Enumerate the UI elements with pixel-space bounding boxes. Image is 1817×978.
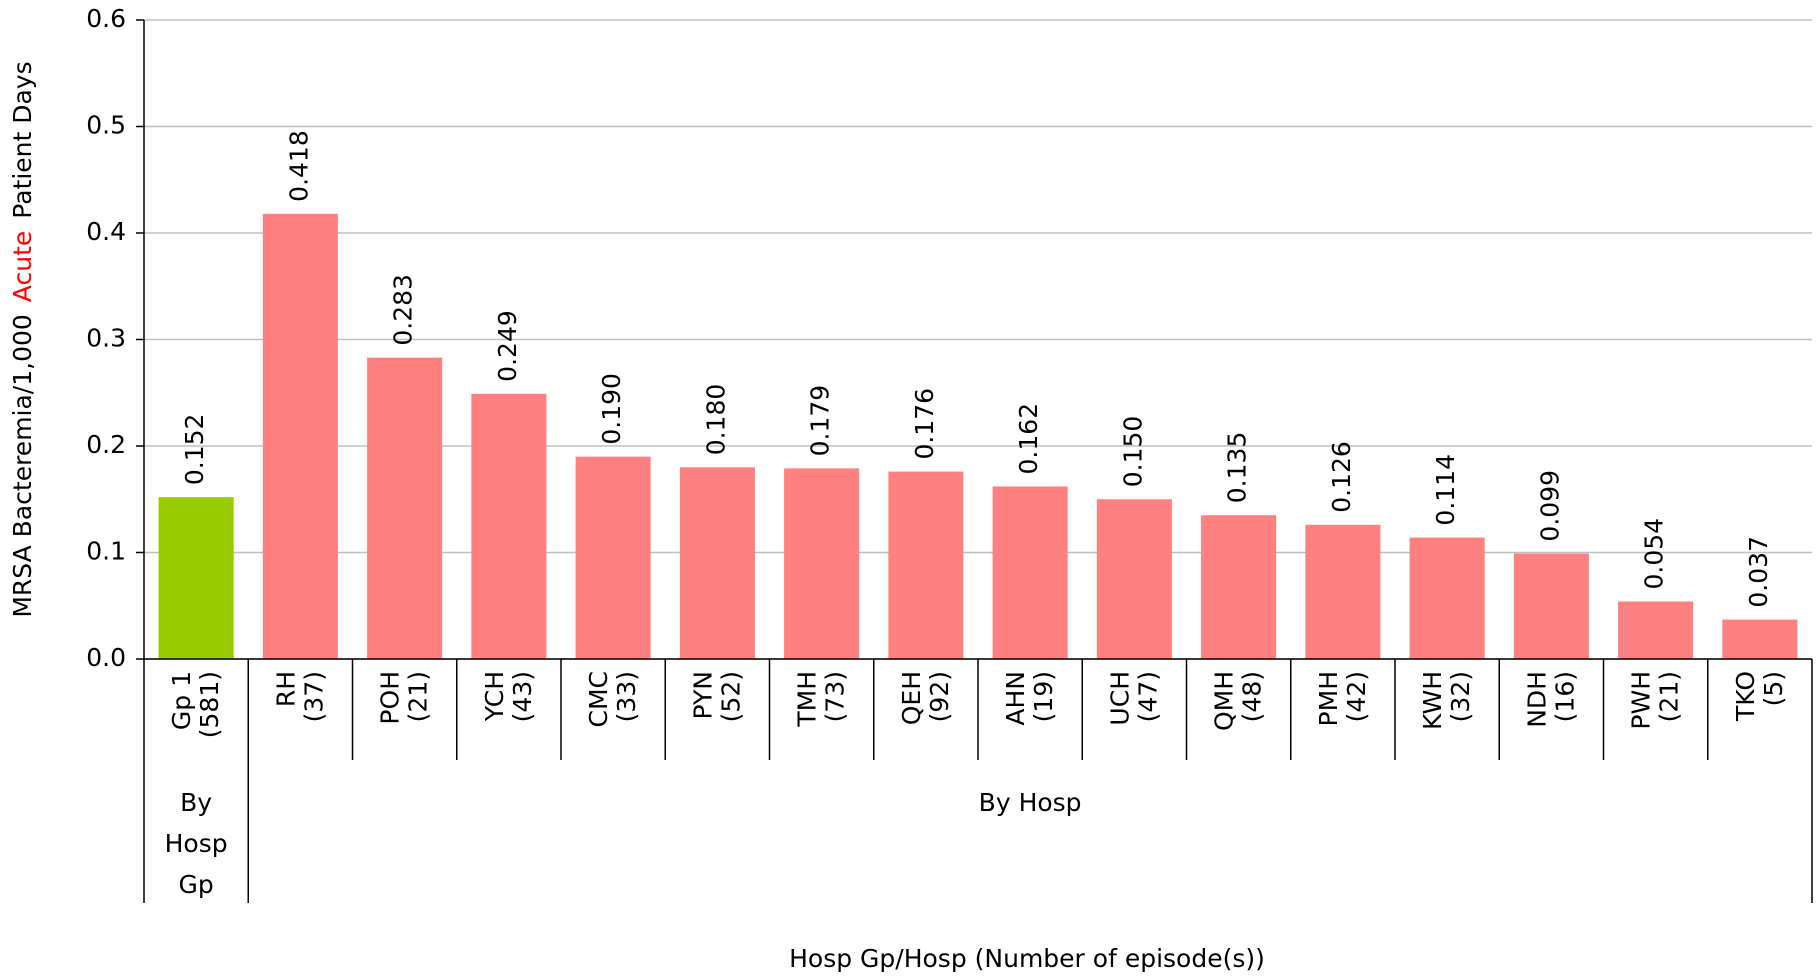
value-label: 0.126	[1327, 441, 1356, 513]
bar	[367, 357, 443, 659]
bar	[1305, 524, 1381, 659]
bar	[888, 471, 964, 659]
x-tick-label: (52)	[716, 671, 745, 722]
x-tick-label: PYN	[688, 671, 717, 720]
x-axis-title: Hosp Gp/Hosp (Number of episode(s))	[789, 944, 1265, 973]
bar	[471, 393, 547, 659]
value-label: 0.037	[1744, 536, 1773, 608]
bar	[992, 486, 1068, 659]
y-axis-title-part: Acute	[8, 231, 37, 302]
bar	[679, 467, 755, 659]
x-tick-label: YCH	[480, 671, 509, 722]
bar	[262, 213, 338, 659]
group-label: Hosp	[165, 829, 228, 858]
bar	[1722, 619, 1798, 659]
value-label: 0.176	[910, 388, 939, 460]
y-tick-label: 0.5	[86, 111, 126, 140]
y-tick-label: 0.2	[86, 430, 126, 459]
bar	[1096, 499, 1172, 659]
x-tick-label: (16)	[1550, 671, 1579, 722]
x-tick-label: POH	[376, 671, 405, 725]
group-label: Gp	[179, 870, 214, 899]
bar	[784, 468, 860, 659]
x-tick-label: PMH	[1314, 671, 1343, 726]
value-label: 0.162	[1014, 403, 1043, 475]
y-axis-title-part: Patient Days	[8, 61, 37, 218]
value-label: 0.152	[180, 414, 209, 486]
x-tick-label: (19)	[1029, 671, 1058, 722]
y-tick-label: 0.0	[86, 643, 126, 672]
bar	[575, 456, 651, 659]
x-tick-label: (32)	[1446, 671, 1475, 722]
x-tick-label: (37)	[299, 671, 328, 722]
x-tick-label: AHN	[1001, 671, 1030, 726]
x-tick-label: Gp 1	[167, 671, 196, 730]
x-tick-label: (5)	[1759, 671, 1788, 706]
group-label: By	[180, 788, 212, 817]
bar	[1513, 553, 1589, 659]
value-label: 0.099	[1535, 470, 1564, 542]
x-tick-label: (92)	[925, 671, 954, 722]
bar	[1618, 601, 1694, 659]
y-axis-title-part: MRSA Bacteremia/1,000	[8, 314, 37, 617]
bar	[1201, 515, 1277, 659]
x-tick-label: KWH	[1418, 671, 1447, 730]
value-label: 0.054	[1640, 518, 1669, 590]
x-tick-label: (48)	[1238, 671, 1267, 722]
value-label: 0.249	[493, 310, 522, 382]
x-tick-label: (42)	[1342, 671, 1371, 722]
x-tick-label: CMC	[584, 671, 613, 727]
y-tick-label: 0.3	[86, 324, 126, 353]
value-label: 0.283	[389, 274, 418, 346]
x-tick-label: (73)	[821, 671, 850, 722]
y-axis-title: MRSA Bacteremia/1,000 Acute Patient Days	[8, 61, 37, 617]
x-tick-label: (21)	[1655, 671, 1684, 722]
value-label: 0.114	[1431, 454, 1460, 526]
x-tick-label: (43)	[508, 671, 537, 722]
value-label: 0.180	[701, 384, 730, 456]
x-tick-label: QMH	[1210, 671, 1239, 731]
x-tick-label: TMH	[793, 671, 822, 728]
x-tick-label: NDH	[1522, 671, 1551, 728]
x-tick-label: (47)	[1133, 671, 1162, 722]
bar	[158, 497, 234, 659]
bar	[1409, 537, 1485, 659]
x-tick-label: (33)	[612, 671, 641, 722]
y-tick-label: 0.1	[86, 537, 126, 566]
x-tick-label: PWH	[1627, 671, 1656, 730]
y-tick-label: 0.4	[86, 217, 126, 246]
value-label: 0.418	[284, 130, 313, 202]
x-tick-label: RH	[271, 671, 300, 707]
value-label: 0.190	[597, 373, 626, 445]
x-tick-label: (581)	[195, 671, 224, 738]
group-label: By Hosp	[979, 788, 1082, 817]
value-label: 0.179	[806, 385, 835, 457]
x-tick-label: (21)	[404, 671, 433, 722]
x-tick-label: UCH	[1105, 671, 1134, 726]
x-tick-label: TKO	[1731, 671, 1760, 722]
value-label: 0.135	[1223, 432, 1252, 504]
y-tick-label: 0.6	[86, 4, 126, 33]
value-label: 0.150	[1118, 416, 1147, 488]
x-tick-label: QEH	[897, 671, 926, 725]
